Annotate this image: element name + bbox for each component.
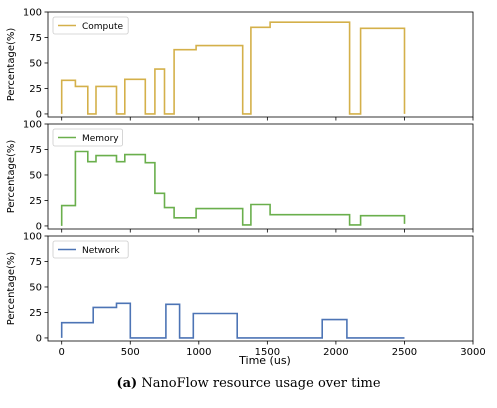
- x-tick-label: 500: [121, 347, 140, 358]
- y-tick-label: 25: [29, 84, 42, 95]
- x-axis-label: Time (us): [238, 354, 291, 367]
- plot-frame: [47, 11, 474, 118]
- legend-label: Compute: [82, 22, 124, 32]
- plot-frame: [47, 123, 474, 230]
- y-tick-label: 75: [29, 145, 42, 156]
- caption-label: (a): [116, 376, 138, 391]
- series-line-compute: [60, 21, 406, 115]
- y-tick-label: 75: [29, 33, 42, 44]
- y-tick-label: 75: [29, 257, 42, 268]
- y-tick-label: 50: [29, 59, 42, 70]
- figure-caption: (a) NanoFlow resource usage over time: [0, 376, 497, 391]
- x-tick-label: 0: [59, 347, 65, 358]
- legend-box: [52, 128, 123, 147]
- y-tick-label: 0: [36, 222, 42, 233]
- x-tick-label: 2000: [323, 347, 348, 358]
- y-tick-label: 0: [36, 334, 42, 345]
- x-tick-label: 3000: [460, 347, 485, 358]
- y-tick-label: 25: [29, 196, 42, 207]
- plot-frame: [47, 235, 474, 342]
- x-tick-label: 2500: [392, 347, 417, 358]
- panel-2: 0 25 50 75 100 Percentage(%) Memory: [6, 120, 474, 233]
- x-tick-label: 1500: [255, 347, 280, 358]
- y-tick-label: 100: [23, 232, 42, 243]
- y-axis-label: Percentage(%): [6, 140, 17, 214]
- caption-text: NanoFlow resource usage over time: [141, 376, 381, 391]
- y-tick-label: 0: [36, 110, 42, 121]
- y-axis-label: Percentage(%): [6, 252, 17, 326]
- legend-box: [52, 240, 129, 259]
- legend-label: Network: [82, 246, 120, 256]
- y-tick-label: 50: [29, 283, 42, 294]
- y-axis-label: Percentage(%): [6, 28, 17, 102]
- legend-label: Memory: [82, 134, 119, 144]
- x-tick-label: 1000: [186, 347, 211, 358]
- legend-box: [52, 16, 129, 35]
- resource-usage-figure: 0 25 50 75 100 Percentage(%) Compute 0 25 50 75 100…: [6, 8, 486, 367]
- series-line-memory: [60, 150, 406, 226]
- panel-3: 0 25 50 75 100 Percentage(%) 0 500 1000 1500 2000 2…: [6, 232, 486, 358]
- y-tick-label: 50: [29, 171, 42, 182]
- y-tick-label: 25: [29, 308, 42, 319]
- y-tick-label: 100: [23, 120, 42, 131]
- series-line-network: [60, 302, 405, 339]
- panel-1: 0 25 50 75 100 Percentage(%) Compute: [6, 8, 474, 121]
- y-tick-label: 100: [23, 8, 42, 19]
